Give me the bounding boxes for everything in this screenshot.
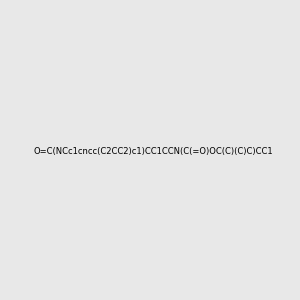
Text: O=C(NCc1cncc(C2CC2)c1)CC1CCN(C(=O)OC(C)(C)C)CC1: O=C(NCc1cncc(C2CC2)c1)CC1CCN(C(=O)OC(C)(… <box>34 147 274 156</box>
